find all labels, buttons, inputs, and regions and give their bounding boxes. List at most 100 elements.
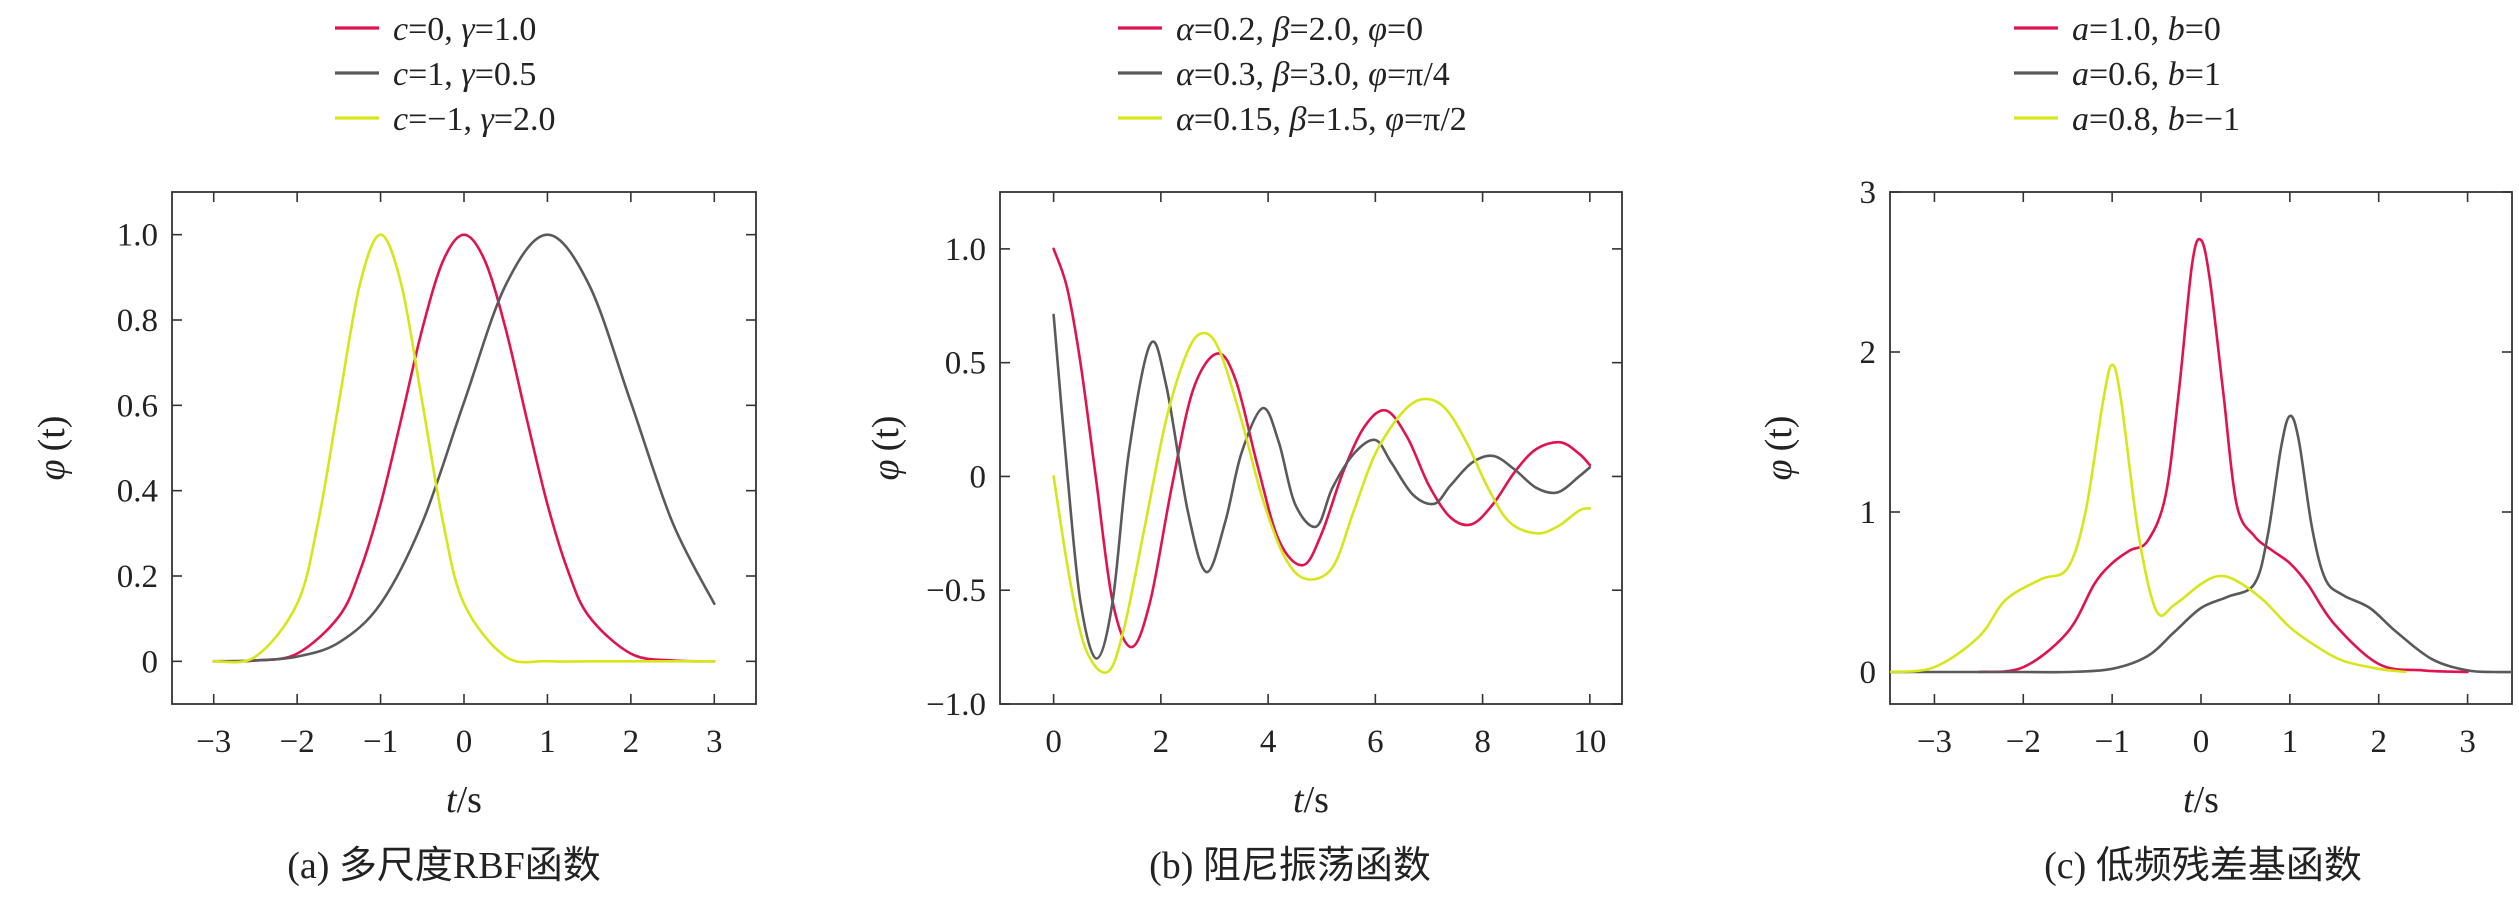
x-tick-label: 0 — [1045, 724, 1062, 760]
legend-label-2-part: c — [393, 56, 408, 93]
x-axis-unit: /s — [1304, 779, 1329, 821]
legend-label-1-part: =0, — [408, 11, 461, 48]
y-tick-label: 0 — [970, 459, 987, 495]
legend-label-1-part: =1.0, — [2089, 11, 2168, 48]
x-tick-label: 1 — [2282, 724, 2299, 760]
legend-label-2-part: α — [1176, 56, 1195, 93]
legend-label-1: a=1.0, b=0 — [2072, 11, 2221, 48]
legend-label-3-part: =−1, — [408, 101, 480, 138]
y-tick-label: 0.8 — [117, 303, 158, 339]
x-tick-label: 2 — [1153, 724, 1170, 760]
series-line-3 — [1890, 363, 2407, 674]
legend-label-1-part: β — [1272, 11, 1290, 48]
x-tick-label: 3 — [706, 724, 723, 760]
legend-label-3-part: φ — [1385, 101, 1404, 138]
legend-label-1-part: =0 — [1387, 11, 1423, 48]
y-axis-arg: (t) — [31, 416, 73, 452]
legend-label-2: a=0.6, b=1 — [2072, 56, 2221, 93]
x-tick-label: 0 — [456, 724, 473, 760]
legend-label-1-part: c — [393, 11, 408, 48]
legend-label-2-part: =1, — [408, 56, 461, 93]
plot-frame — [171, 191, 757, 705]
chart-2: 0 2 4 6 8 10−1.0−0.500.51.0α=0.2, β=2.0, φ=0α… — [865, 11, 1623, 887]
y-tick-label: 0.6 — [117, 388, 158, 424]
x-axis-var: t — [446, 779, 458, 821]
y-axis-title: φ (t) — [31, 416, 73, 481]
legend-label-2-part: =1 — [2185, 56, 2221, 93]
legend-label-3: α=0.15, β=1.5, φ=π/2 — [1176, 101, 1467, 138]
legend-label-3-part: =2.0 — [494, 101, 556, 138]
x-tick-label: 4 — [1260, 724, 1277, 760]
y-tick-label: 0 — [1860, 655, 1877, 691]
series-line-2 — [1890, 414, 2512, 674]
series-line-3 — [1052, 331, 1592, 674]
x-tick-label: 3 — [2459, 724, 2476, 760]
x-axis-unit: /s — [457, 779, 482, 821]
x-tick-label: −2 — [280, 724, 315, 760]
x-tick-label: 2 — [2370, 724, 2387, 760]
y-tick-label: 1.0 — [117, 218, 158, 254]
legend-label-1-part: b — [2168, 11, 2185, 48]
series-line-2 — [212, 233, 716, 663]
x-axis-var: t — [2183, 779, 2195, 821]
y-tick-label: 1.0 — [945, 232, 986, 268]
legend-label-3-part: =π/2 — [1404, 101, 1467, 138]
legend-label-3-part: =1.5, — [1306, 101, 1385, 138]
legend-label-1: α=0.2, β=2.0, φ=0 — [1176, 11, 1423, 48]
legend-label-3-part: α — [1176, 101, 1195, 138]
legend-label-2-part: =0.6, — [2089, 56, 2168, 93]
x-tick-label: 0 — [2193, 724, 2210, 760]
legend-label-3-part: =0.8, — [2089, 101, 2168, 138]
x-tick-label: −1 — [363, 724, 398, 760]
legend-label-3: a=0.8, b=−1 — [2072, 101, 2240, 138]
legend-label-2-part: =3.0, — [1289, 56, 1368, 93]
x-tick-label: 8 — [1474, 724, 1491, 760]
legend-label-2: α=0.3, β=3.0, φ=π/4 — [1176, 56, 1450, 93]
y-tick-label: 0.5 — [945, 346, 986, 382]
legend-label-3-part: c — [393, 101, 408, 138]
legend-label-3-part: γ — [480, 101, 495, 138]
y-tick-label: −1.0 — [926, 687, 986, 723]
x-tick-label: 2 — [623, 724, 640, 760]
y-tick-label: 0.4 — [117, 474, 158, 510]
legend-label-2-part: =0.3, — [1194, 56, 1273, 93]
x-axis-title: t/s — [2183, 779, 2219, 821]
legend-label-1-part: =2.0, — [1289, 11, 1368, 48]
legend-label-1: c=0, γ=1.0 — [393, 11, 536, 48]
legend-label-2-part: β — [1272, 56, 1290, 93]
series-line-1 — [1977, 237, 2469, 674]
legend-label-2-part: a — [2072, 56, 2089, 93]
legend-label-3-part: a — [2072, 101, 2089, 138]
y-tick-label: 1 — [1860, 495, 1877, 531]
legend-label-1-part: =0 — [2185, 11, 2221, 48]
series-line-3 — [212, 233, 716, 664]
y-axis-var: φ — [865, 459, 907, 480]
legend-label-1-part: =1.0 — [475, 11, 537, 48]
legend-label-2: c=1, γ=0.5 — [393, 56, 536, 93]
legend-label-2-part: b — [2168, 56, 2185, 93]
y-tick-label: 0.2 — [117, 559, 158, 595]
x-axis-title: t/s — [446, 779, 482, 821]
y-axis-arg: (t) — [1758, 416, 1800, 452]
legend-label-1-part: α — [1176, 11, 1195, 48]
x-tick-label: −1 — [2095, 724, 2130, 760]
legend-label-3-part: β — [1289, 101, 1307, 138]
y-tick-label: −0.5 — [926, 573, 986, 609]
x-tick-label: −3 — [1917, 724, 1952, 760]
legend-label-3-part: =0.15, — [1194, 101, 1290, 138]
chart-caption: (c) 低频残差基函数 — [2044, 845, 2362, 887]
legend-label-2-part: =0.5 — [475, 56, 537, 93]
legend-label-2-part: γ — [461, 56, 476, 93]
x-tick-label: 6 — [1367, 724, 1384, 760]
legend-label-1-part: φ — [1368, 11, 1387, 48]
legend-label-2-part: =π/4 — [1387, 56, 1450, 93]
chart-1: −3 −2 −1 0 1 2 300.20.40.60.81.0c=0, γ=1.0c=1,… — [31, 11, 757, 887]
series-line-1 — [212, 233, 716, 663]
legend-label-3-part: =−1 — [2185, 101, 2240, 138]
x-axis-title: t/s — [1293, 779, 1329, 821]
y-axis-arg: (t) — [865, 416, 907, 452]
y-axis-var: φ — [1758, 459, 1800, 480]
x-axis-var: t — [1293, 779, 1305, 821]
